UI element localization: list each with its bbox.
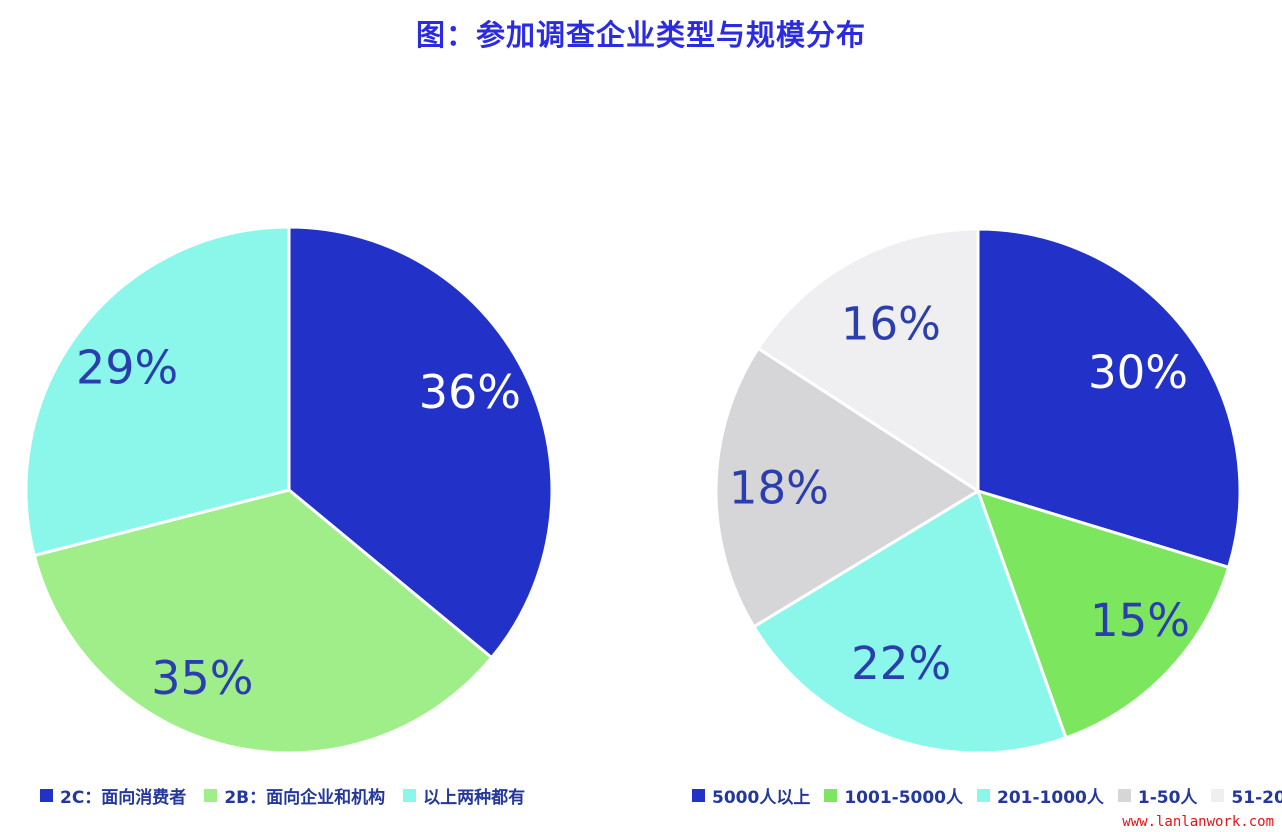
pie-slice-company-size-distribution-4 [756,227,980,493]
pie-slice-percent-label: 36% [419,365,521,419]
figure-title: 图：参加调查企业类型与规模分布 [415,18,866,52]
pie-slice-company-type-distribution-0 [287,225,554,660]
pie-slice-percent-label: 16% [841,298,941,351]
legend-item-company-size-distribution-4: 51-200人 [1211,783,1282,808]
legend-swatch-icon [824,789,838,802]
pie-chart-company-type: 36% 35% 29% [9,210,569,770]
legend-company-size: 5000人以上 1001-5000人 201-1000人 1-50人 51-200人 [692,783,1282,808]
legend-item-label: 1-50人 [1137,788,1198,808]
pie-slice-percent-label: 22% [851,637,951,690]
legend-item-label: 2C：面向消费者 [60,788,187,808]
legend-company-type: 2C：面向消费者 2B：面向企业和机构 以上两种都有 [40,783,525,808]
pie-slice-company-size-distribution-0 [976,227,1242,569]
legend-swatch-icon [977,789,991,802]
legend-item-company-size-distribution-3: 1-50人 [1117,783,1198,808]
legend-item-company-type-distribution-1: 2B：面向企业和机构 [204,783,385,808]
legend-item-company-type-distribution-0: 2C：面向消费者 [40,783,186,808]
legend-item-label: 2B：面向企业和机构 [224,788,386,808]
pie-slice-percent-label: 18% [729,461,829,514]
legend-item-company-size-distribution-0: 5000人以上 [692,783,810,808]
pie-slice-percent-label: 35% [151,651,253,705]
pie-slice-percent-label: 29% [76,341,178,395]
legend-item-company-size-distribution-2: 201-1000人 [977,783,1104,808]
legend-item-company-size-distribution-1: 1001-5000人 [824,783,963,808]
pie-svg-company-type-distribution: 36% 35% 29% [24,225,554,755]
legend-swatch-icon [1117,789,1131,802]
pie-slice-company-type-distribution-1 [32,488,494,755]
legend-swatch-icon [692,789,705,802]
legend-swatch-icon [40,789,53,802]
legend-swatch-icon [204,789,218,802]
legend-item-label: 1001-5000人 [844,788,964,808]
watermark: www.lanlanwork.com [1122,814,1274,830]
pie-slice-company-size-distribution-3 [714,346,980,629]
legend-swatch-icon [403,789,417,802]
legend-item-label: 51-200人 [1231,788,1282,808]
legend-item-label: 5000人以上 [712,788,811,808]
legend-swatch-icon [1211,789,1225,802]
pie-slice-percent-label: 30% [1088,346,1188,399]
pie-slice-company-size-distribution-1 [976,489,1231,740]
pie-slice-company-size-distribution-2 [752,489,1068,755]
pie-chart-company-size: 30% 15% 22% 18% 16% [698,211,1258,771]
legend-item-label: 201-1000人 [997,788,1104,808]
pie-slice-percent-label: 15% [1090,594,1190,647]
legend-item-company-type-distribution-2: 以上两种都有 [403,783,525,808]
pie-svg-company-size-distribution: 30% 15% 22% 18% 16% [714,227,1242,755]
pie-slice-company-type-distribution-2 [24,225,291,557]
legend-item-label: 以上两种都有 [423,788,526,808]
